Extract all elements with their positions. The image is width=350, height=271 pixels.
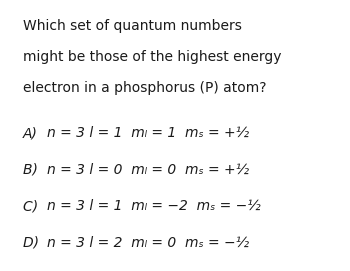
- Text: C): C): [23, 199, 42, 213]
- Text: might be those of the highest energy: might be those of the highest energy: [23, 50, 281, 64]
- Text: n = 3 l = 2  mₗ = 0  mₛ = −½: n = 3 l = 2 mₗ = 0 mₛ = −½: [47, 236, 249, 250]
- Text: n = 3 l = 1  mₗ = −2  mₛ = −½: n = 3 l = 1 mₗ = −2 mₛ = −½: [47, 199, 261, 213]
- Text: D): D): [23, 236, 43, 250]
- Text: n = 3 l = 1  mₗ = 1  mₛ = +½: n = 3 l = 1 mₗ = 1 mₛ = +½: [47, 126, 249, 140]
- Text: Which set of quantum numbers: Which set of quantum numbers: [23, 19, 242, 33]
- Text: electron in a phosphorus (P) atom?: electron in a phosphorus (P) atom?: [23, 81, 266, 95]
- Text: A): A): [23, 126, 42, 140]
- Text: n = 3 l = 0  mₗ = 0  mₛ = +½: n = 3 l = 0 mₗ = 0 mₛ = +½: [47, 163, 249, 177]
- Text: B): B): [23, 163, 42, 177]
